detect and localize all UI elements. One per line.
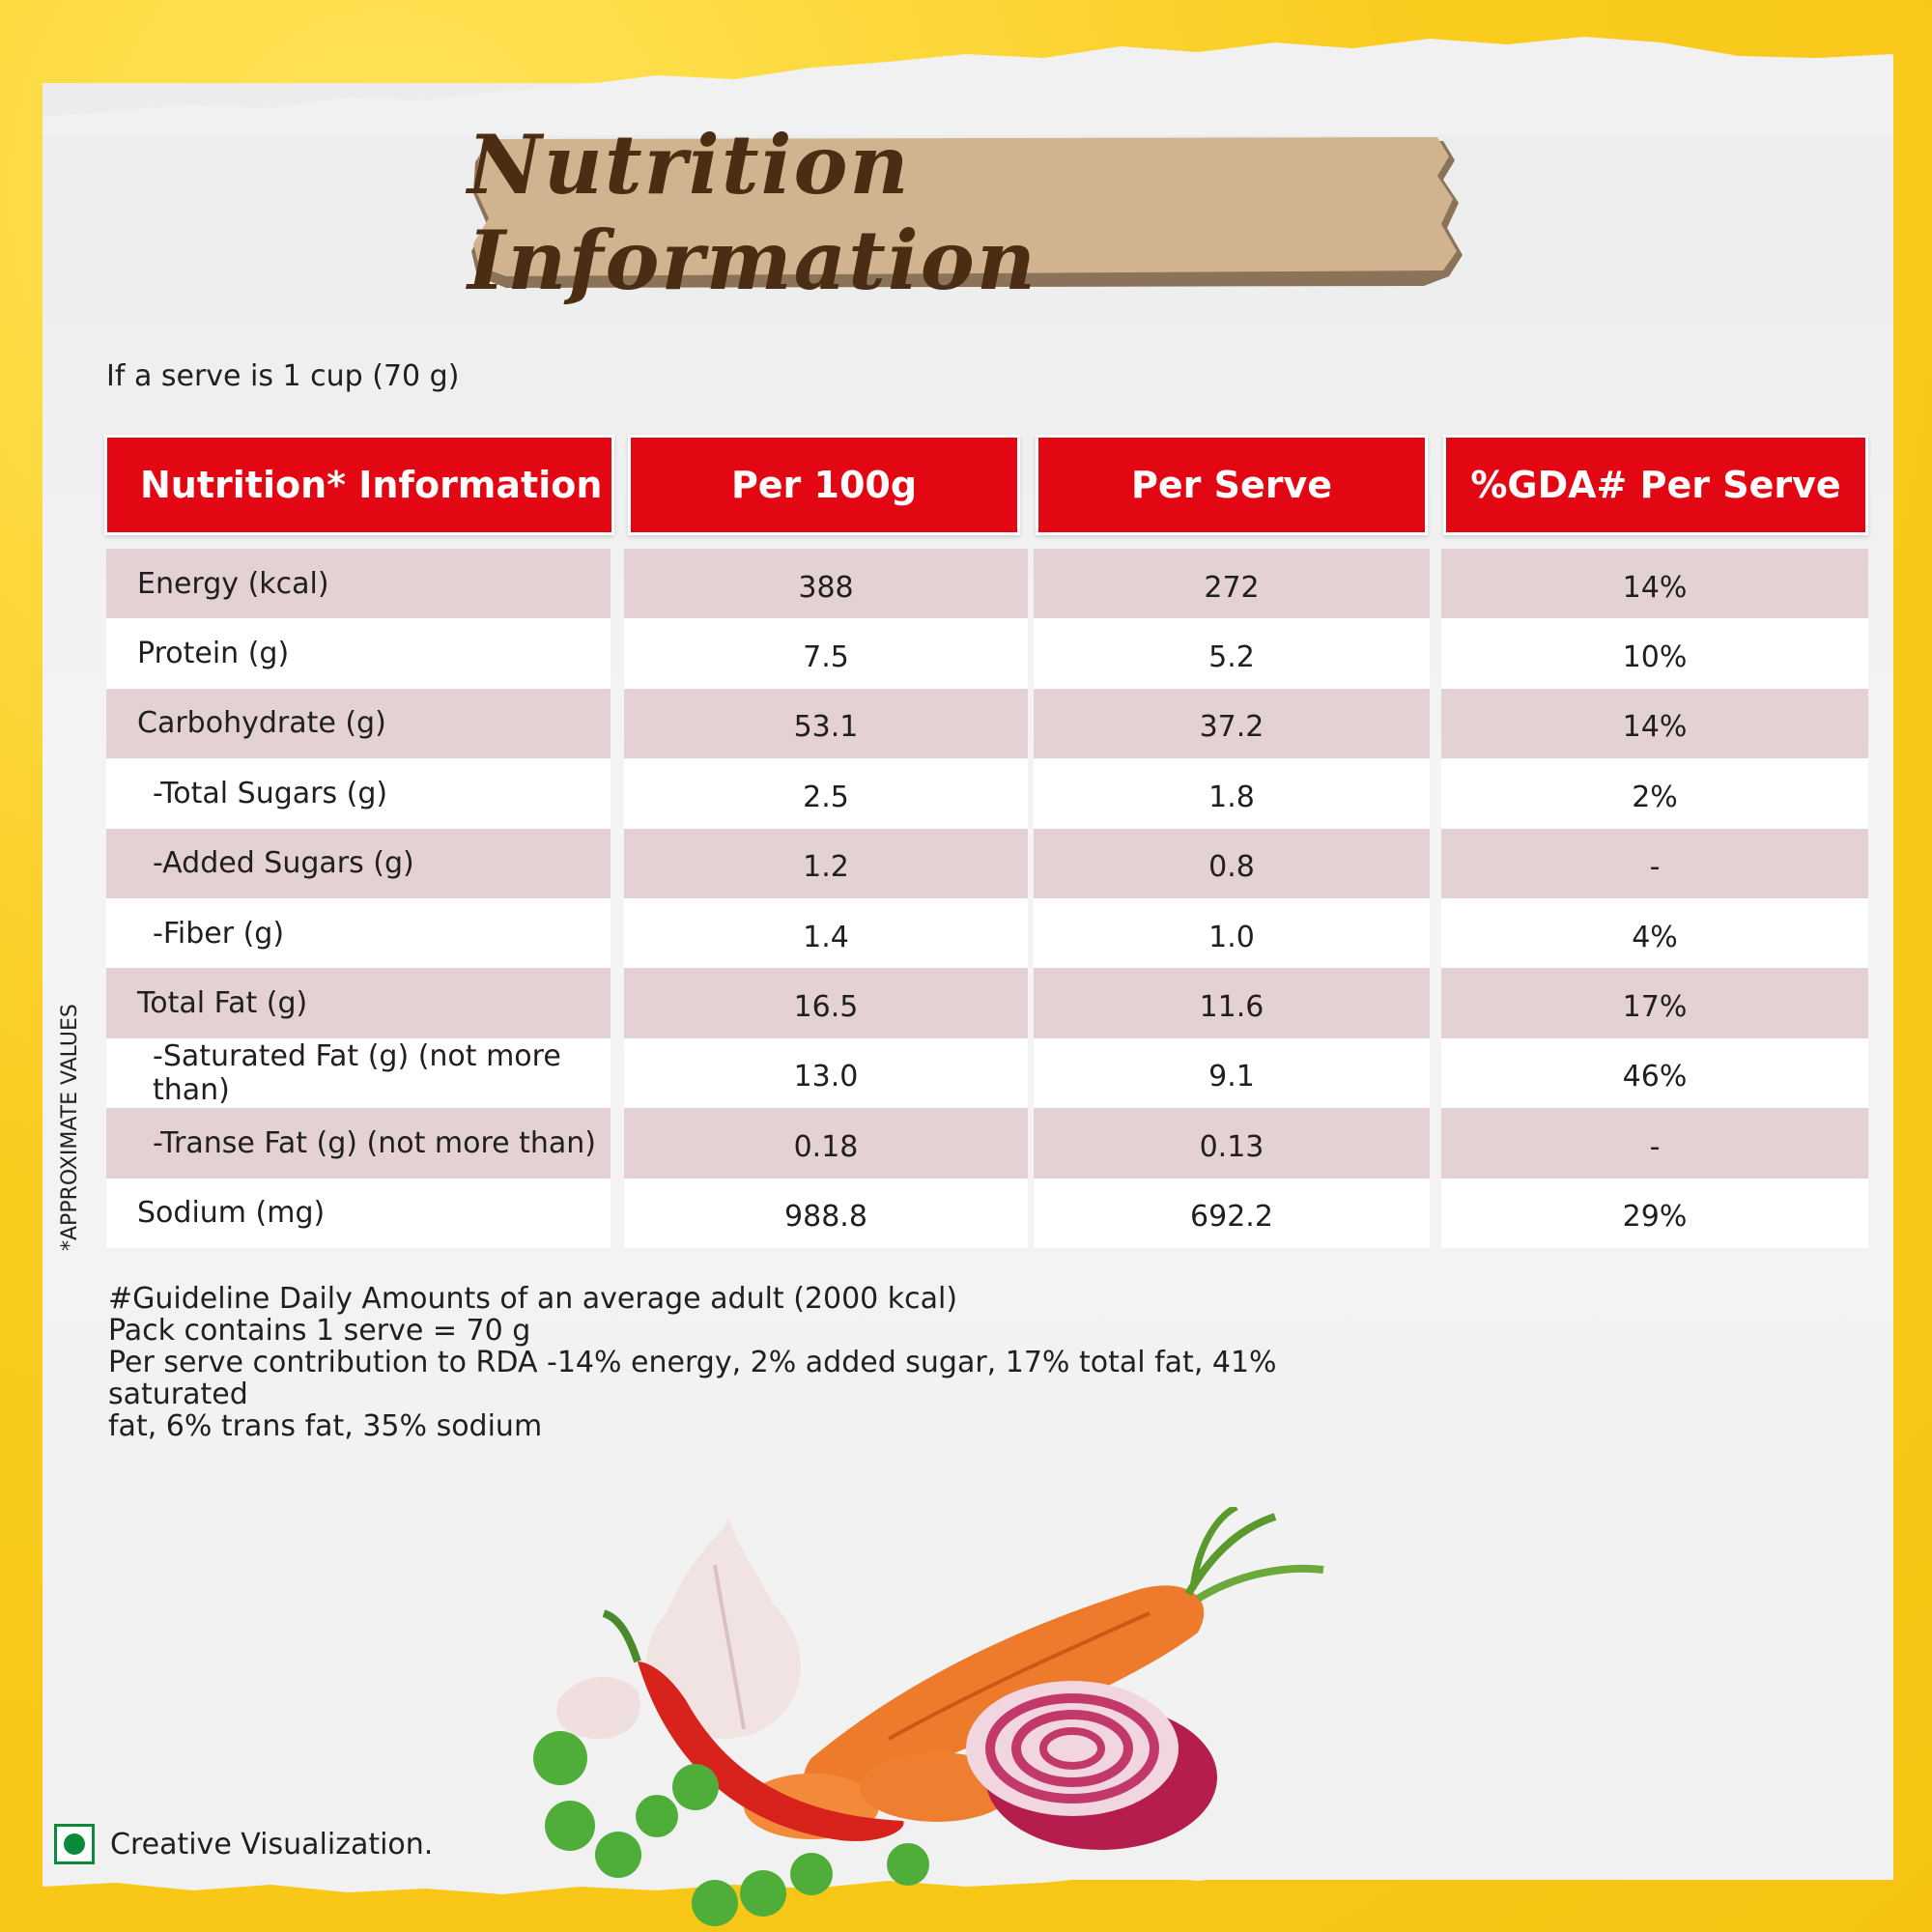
nutrient-name: Carbohydrate (g) bbox=[106, 688, 611, 759]
peas-image bbox=[533, 1731, 929, 1926]
table-row-fiber: -Fiber (g) 1.4 1.0 4% bbox=[104, 897, 1870, 969]
table-row-sodium: Sodium (mg) 988.8 692.2 29% bbox=[104, 1178, 1870, 1248]
value-per-100g: 0.18 bbox=[624, 1108, 1028, 1179]
value-per-100g: 7.5 bbox=[624, 618, 1028, 689]
footnote-rda-line1: Per serve contribution to RDA -14% energ… bbox=[108, 1346, 1277, 1411]
value-gda: 14% bbox=[1441, 688, 1868, 759]
value-gda: - bbox=[1441, 1108, 1868, 1179]
creative-visualization-text: Creative Visualization. bbox=[110, 1827, 434, 1861]
approximate-values-note: *APPROXIMATE VALUES bbox=[58, 1004, 82, 1251]
nutrient-name: -Saturated Fat (g) (not more than) bbox=[106, 1037, 611, 1109]
value-per-100g: 16.5 bbox=[624, 968, 1028, 1038]
nutrient-name: -Total Sugars (g) bbox=[106, 758, 611, 829]
value-per-100g: 1.4 bbox=[624, 897, 1028, 969]
value-per-serve: 37.2 bbox=[1034, 688, 1430, 759]
header-per-serve: Per Serve bbox=[1036, 435, 1428, 535]
header-per-100g: Per 100g bbox=[628, 435, 1020, 535]
table-row-energy: Energy (kcal) 388 272 14% bbox=[104, 549, 1870, 619]
page-title: Nutrition Information bbox=[468, 117, 1037, 308]
table-row-trans-fat: -Transe Fat (g) (not more than) 0.18 0.1… bbox=[104, 1108, 1870, 1179]
value-gda: 29% bbox=[1441, 1178, 1868, 1248]
torn-paper-top-edge bbox=[43, 37, 1893, 135]
value-per-100g: 2.5 bbox=[624, 758, 1028, 829]
footnotes: #Guideline Daily Amounts of an average a… bbox=[108, 1283, 1325, 1442]
header-gda-per-serve: %GDA# Per Serve bbox=[1443, 435, 1868, 535]
value-per-100g: 988.8 bbox=[624, 1178, 1028, 1248]
value-gda: - bbox=[1441, 828, 1868, 898]
table-row-carbohydrate: Carbohydrate (g) 53.1 37.2 14% bbox=[104, 688, 1870, 759]
footnote-rda-line2: fat, 6% trans fat, 35% sodium bbox=[108, 1409, 543, 1443]
value-gda: 17% bbox=[1441, 968, 1868, 1038]
nutrient-name: Energy (kcal) bbox=[106, 549, 611, 619]
value-per-serve: 1.0 bbox=[1034, 897, 1430, 969]
value-gda: 46% bbox=[1441, 1037, 1868, 1109]
nutrient-name: Total Fat (g) bbox=[106, 968, 611, 1038]
value-gda: 2% bbox=[1441, 758, 1868, 829]
vegetarian-mark-icon bbox=[54, 1824, 95, 1864]
onion-image bbox=[966, 1681, 1217, 1850]
value-per-serve: 0.8 bbox=[1034, 828, 1430, 898]
nutrient-name: -Added Sugars (g) bbox=[106, 828, 611, 898]
chili-image bbox=[602, 1609, 904, 1841]
value-per-100g: 13.0 bbox=[624, 1037, 1028, 1109]
nutrient-name: -Transe Fat (g) (not more than) bbox=[106, 1108, 611, 1179]
value-gda: 10% bbox=[1441, 618, 1868, 689]
footnote-gda: #Guideline Daily Amounts of an average a… bbox=[108, 1282, 958, 1316]
value-per-serve: 692.2 bbox=[1034, 1178, 1430, 1248]
table-row-protein: Protein (g) 7.5 5.2 10% bbox=[104, 618, 1870, 689]
table-row-saturated-fat: -Saturated Fat (g) (not more than) 13.0 … bbox=[104, 1037, 1870, 1109]
table-row-total-fat: Total Fat (g) 16.5 11.6 17% bbox=[104, 968, 1870, 1038]
value-gda: 14% bbox=[1441, 549, 1868, 619]
footnote-pack: Pack contains 1 serve = 70 g bbox=[108, 1314, 531, 1348]
nutrient-name: Protein (g) bbox=[106, 618, 611, 689]
table-row-added-sugars: -Added Sugars (g) 1.2 0.8 - bbox=[104, 828, 1870, 898]
value-per-serve: 5.2 bbox=[1034, 618, 1430, 689]
nutrition-table: Energy (kcal) 388 272 14% Protein (g) 7.… bbox=[104, 549, 1870, 1248]
serve-note: If a serve is 1 cup (70 g) bbox=[106, 359, 460, 393]
wooden-plank-banner bbox=[471, 137, 1463, 288]
nutrient-name: -Fiber (g) bbox=[106, 897, 611, 969]
garlic-image bbox=[556, 1517, 801, 1739]
value-gda: 4% bbox=[1441, 897, 1868, 969]
value-per-serve: 1.8 bbox=[1034, 758, 1430, 829]
value-per-serve: 0.13 bbox=[1034, 1108, 1430, 1179]
nutrient-name: Sodium (mg) bbox=[106, 1178, 611, 1248]
value-per-100g: 53.1 bbox=[624, 688, 1028, 759]
creative-visualization-note: Creative Visualization. bbox=[54, 1824, 433, 1864]
value-per-serve: 11.6 bbox=[1034, 968, 1430, 1038]
value-per-serve: 272 bbox=[1034, 549, 1430, 619]
header-nutrition-information: Nutrition* Information bbox=[104, 435, 614, 535]
torn-paper-bottom-edge bbox=[43, 1831, 1893, 1894]
vegetables-illustration bbox=[533, 1507, 1324, 1926]
value-per-serve: 9.1 bbox=[1034, 1037, 1430, 1109]
value-per-100g: 1.2 bbox=[624, 828, 1028, 898]
value-per-100g: 388 bbox=[624, 549, 1028, 619]
table-row-total-sugars: -Total Sugars (g) 2.5 1.8 2% bbox=[104, 758, 1870, 829]
